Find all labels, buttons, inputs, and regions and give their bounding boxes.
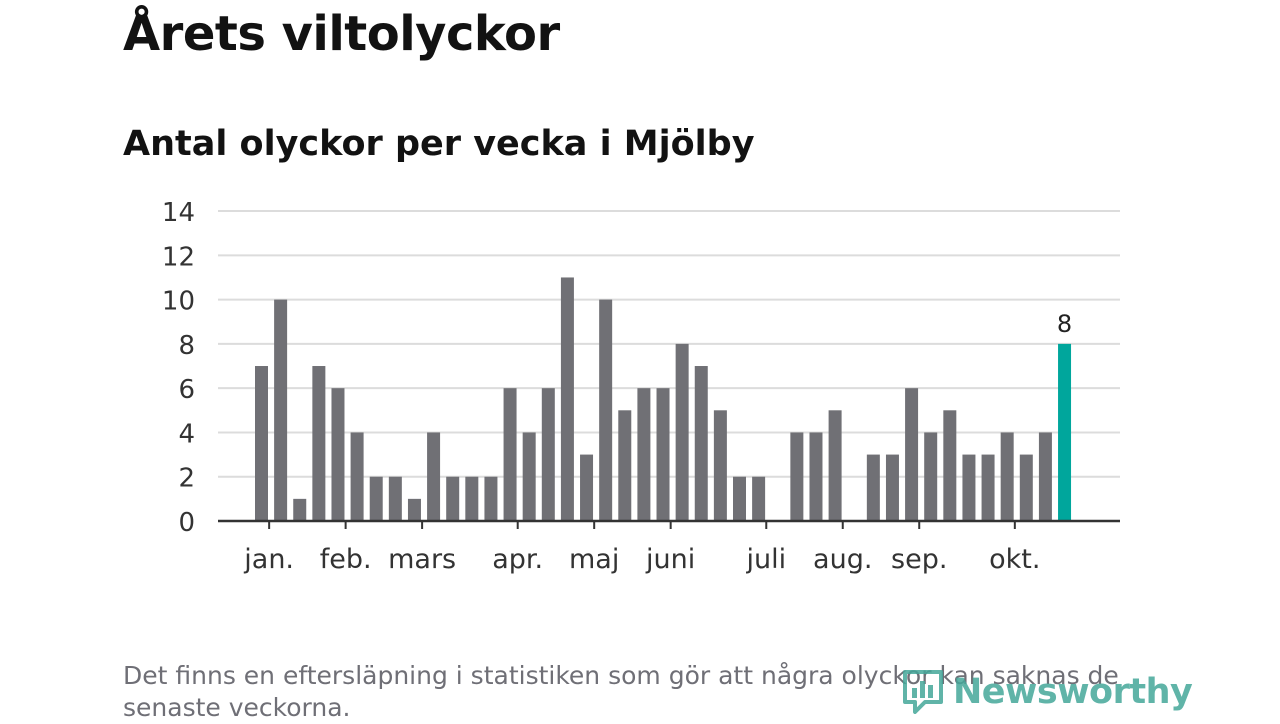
x-tick-label-apr: apr. (492, 544, 543, 575)
bar-week-33 (866, 454, 880, 521)
bar-week-26 (733, 476, 746, 521)
bar-week-6 (350, 432, 364, 521)
y-tick-label-12: 12 (162, 242, 195, 272)
bar-week-20 (618, 410, 632, 521)
bar-week-38 (962, 454, 976, 521)
bar-week-19 (599, 299, 613, 521)
bar-week-37 (943, 410, 957, 521)
bar-week-7 (369, 476, 383, 521)
bar-week-23 (675, 343, 689, 521)
x-tick-label-juli: juli (745, 544, 786, 575)
bar-week-15 (522, 432, 536, 521)
bar-week-30 (809, 432, 823, 521)
bar-week-11 (446, 476, 460, 521)
chart-subtitle: Antal olyckor per vecka i Mjölby (123, 124, 755, 164)
bar-week-27 (752, 476, 766, 521)
bar-week-9 (407, 498, 421, 521)
y-tick-label-8: 8 (178, 331, 195, 361)
bar-week-2 (274, 299, 288, 521)
bar-week-14 (503, 388, 517, 521)
bar-week-25 (713, 410, 727, 521)
bar-week-4 (312, 366, 326, 521)
newsworthy-logo: Newsworthy (901, 668, 1193, 716)
bar-week-13 (484, 476, 498, 521)
bar-week-40 (1000, 432, 1014, 521)
x-tick-label-sep: sep. (891, 544, 947, 575)
bar-week-43 (1058, 343, 1072, 521)
bar-week-1 (255, 366, 268, 521)
x-tick-label-feb: feb. (320, 544, 372, 575)
bar-chart: 0 2 4 6 8 10 12 14 8 jan. feb. mars apr. maj juni juli a… (162, 198, 1120, 575)
bar-week-17 (560, 277, 574, 521)
newsworthy-logo-text: Newsworthy (953, 672, 1193, 712)
y-tick-label-10: 10 (162, 287, 195, 317)
bar-week-16 (541, 388, 555, 521)
y-tick-label-14: 14 (162, 198, 195, 228)
newsworthy-logo-icon (903, 670, 943, 714)
x-tick-label-okt: okt. (989, 544, 1040, 575)
x-tick-label-juni: juni (645, 544, 695, 575)
bar-week-21 (637, 388, 651, 521)
bar-week-24 (694, 366, 708, 521)
bar-week-29 (790, 432, 804, 521)
bar-week-36 (924, 432, 938, 521)
y-tick-label-0: 0 (178, 508, 195, 538)
bar-week-10 (427, 432, 441, 521)
bar-week-42 (1038, 432, 1052, 521)
y-tick-label-4: 4 (178, 419, 195, 449)
bar-week-12 (465, 476, 479, 521)
x-tick-label-aug: aug. (813, 544, 872, 575)
y-tick-label-2: 2 (178, 464, 195, 494)
bar-week-3 (293, 498, 307, 521)
chart-title: Årets viltolyckor (123, 6, 560, 62)
bar-week-18 (580, 454, 594, 521)
bar-week-31 (828, 410, 842, 521)
x-tick-label-jan: jan. (243, 544, 294, 575)
bar-week-39 (981, 454, 995, 521)
bar-week-8 (388, 476, 402, 521)
bar-week-5 (331, 388, 345, 521)
bar-week-34 (885, 454, 899, 521)
footnote: Det finns en eftersläpning i statistiken… (123, 661, 1119, 722)
y-tick-label-6: 6 (178, 375, 195, 405)
x-tick-label-mars: mars (388, 544, 456, 575)
bar-week-35 (905, 388, 919, 521)
bar-week-22 (656, 388, 670, 521)
data-label-last-week: 8 (1057, 310, 1072, 338)
x-tick-label-maj: maj (569, 544, 619, 575)
bar-week-41 (1019, 454, 1033, 521)
